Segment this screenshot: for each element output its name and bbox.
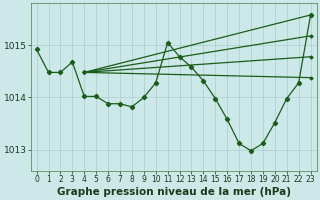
X-axis label: Graphe pression niveau de la mer (hPa): Graphe pression niveau de la mer (hPa): [57, 187, 291, 197]
